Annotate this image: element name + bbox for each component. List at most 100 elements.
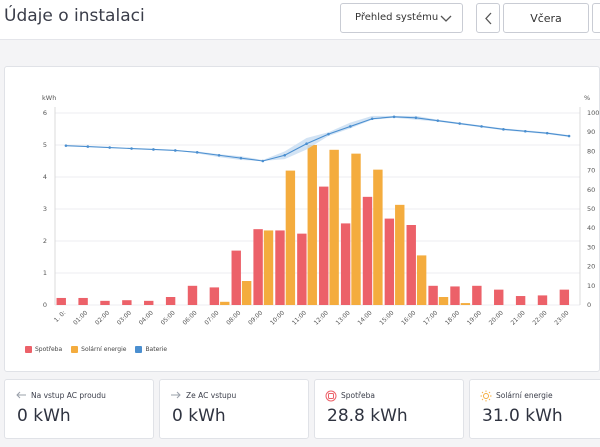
y2-tick-label: 0: [587, 301, 591, 309]
consumption-bar[interactable]: [100, 300, 110, 305]
battery-point[interactable]: [414, 116, 418, 120]
y-tick-label: 5: [43, 141, 47, 149]
consumption-bar[interactable]: [297, 233, 307, 305]
consumption-bar[interactable]: [187, 285, 198, 305]
y2-tick-label: 10: [587, 282, 595, 290]
legend-item-battery[interactable]: Baterie: [135, 346, 167, 353]
x-tick-label: 07:00: [203, 309, 220, 326]
consumption-bar[interactable]: [209, 287, 220, 305]
battery-point[interactable]: [567, 134, 571, 138]
x-tick-label: 10:00: [269, 309, 286, 326]
y2-tick-label: 20: [587, 263, 595, 271]
solar-bar[interactable]: [460, 303, 471, 305]
battery-point[interactable]: [152, 148, 155, 151]
x-tick-label: 1. 0:: [53, 309, 67, 323]
consumption-bar[interactable]: [384, 218, 395, 305]
consumption-bar[interactable]: [165, 297, 176, 305]
consumption-bar[interactable]: [559, 289, 570, 305]
solar-bar[interactable]: [285, 170, 296, 305]
solar-bar[interactable]: [329, 149, 339, 305]
battery-point[interactable]: [458, 122, 461, 125]
date-button[interactable]: Včera: [503, 3, 589, 33]
battery-point[interactable]: [502, 128, 505, 131]
consumption-bar[interactable]: [428, 285, 438, 305]
y2-tick-label: 70: [587, 167, 595, 175]
sun-icon: [480, 390, 492, 402]
solar-bar[interactable]: [241, 281, 252, 305]
chevron-down-icon: [440, 15, 452, 22]
consumption-bar[interactable]: [494, 289, 504, 305]
battery-point[interactable]: [64, 144, 68, 147]
battery-point[interactable]: [524, 129, 527, 133]
battery-point[interactable]: [392, 115, 396, 119]
consumption-bar[interactable]: [78, 297, 88, 305]
x-tick-label: 08:00: [225, 309, 242, 326]
battery-point[interactable]: [545, 131, 549, 135]
legend-item-solar[interactable]: Solární energie: [71, 346, 126, 353]
legend-swatch: [135, 346, 143, 353]
previous-day-button[interactable]: [476, 3, 500, 33]
view-select[interactable]: Přehled systému: [340, 3, 463, 33]
stat-card-to-ac-input: Na vstup AC proudu 0 kWh: [4, 379, 154, 439]
solar-bar[interactable]: [438, 297, 449, 305]
x-tick-label: 04:00: [138, 309, 155, 326]
battery-point[interactable]: [305, 142, 308, 146]
consumption-bar[interactable]: [56, 297, 66, 305]
solar-bar[interactable]: [351, 153, 361, 305]
legend-swatch: [25, 346, 32, 353]
consumption-bar[interactable]: [275, 230, 285, 305]
consumption-bar[interactable]: [362, 196, 373, 305]
x-tick-label: 03:00: [116, 309, 133, 326]
solar-bar[interactable]: [263, 230, 274, 305]
battery-point[interactable]: [195, 151, 199, 154]
consumption-bar[interactable]: [340, 223, 351, 305]
consumption-bar[interactable]: [253, 229, 263, 305]
battery-point[interactable]: [261, 159, 265, 163]
chevron-left-icon: [485, 12, 492, 25]
solar-bar[interactable]: [373, 169, 383, 305]
battery-point[interactable]: [283, 153, 286, 157]
arrow-right-icon: [171, 391, 181, 399]
battery-point[interactable]: [217, 153, 221, 157]
battery-point[interactable]: [480, 125, 483, 128]
solar-bar[interactable]: [395, 204, 405, 305]
consumption-bar[interactable]: [450, 286, 460, 305]
consumption-bar[interactable]: [406, 225, 416, 305]
solar-bar[interactable]: [416, 255, 427, 305]
chart-legend: Spotřeba Solární energie Baterie: [25, 346, 167, 353]
x-tick-label: 18:00: [444, 309, 461, 326]
consumption-bar[interactable]: [122, 300, 132, 305]
x-tick-label: 02:00: [94, 309, 111, 326]
battery-point[interactable]: [370, 117, 374, 121]
consumption-bar[interactable]: [231, 250, 241, 305]
battery-point[interactable]: [239, 156, 243, 160]
consumption-bar[interactable]: [537, 295, 548, 305]
consumption-bar[interactable]: [319, 186, 329, 305]
battery-point[interactable]: [436, 119, 440, 122]
y2-tick-label: 100: [587, 109, 599, 117]
battery-point[interactable]: [349, 125, 352, 128]
y-tick-label: 3: [43, 205, 47, 213]
page-title: Údaje o instalaci: [4, 6, 145, 26]
y2-axis-label: %: [584, 94, 590, 102]
solar-bar[interactable]: [220, 301, 230, 305]
consumption-bar[interactable]: [472, 285, 482, 305]
y-tick-label: 1: [43, 269, 47, 277]
x-tick-label: 14:00: [356, 309, 373, 326]
battery-point[interactable]: [86, 145, 90, 148]
legend-item-consumption[interactable]: Spotřeba: [25, 346, 62, 353]
battery-point[interactable]: [174, 149, 177, 152]
x-tick-label: 15:00: [378, 309, 395, 326]
battery-point[interactable]: [130, 147, 133, 150]
x-tick-label: 23:00: [553, 309, 570, 326]
stat-value: 0 kWh: [172, 406, 226, 426]
consumption-bar[interactable]: [144, 300, 154, 305]
next-day-button[interactable]: [592, 3, 600, 33]
x-tick-label: 20:00: [488, 309, 505, 326]
view-select-value: Přehled systému: [355, 12, 439, 23]
consumption-bar[interactable]: [515, 296, 526, 305]
battery-point[interactable]: [108, 146, 111, 149]
solar-bar[interactable]: [307, 145, 317, 305]
battery-point[interactable]: [327, 132, 330, 136]
